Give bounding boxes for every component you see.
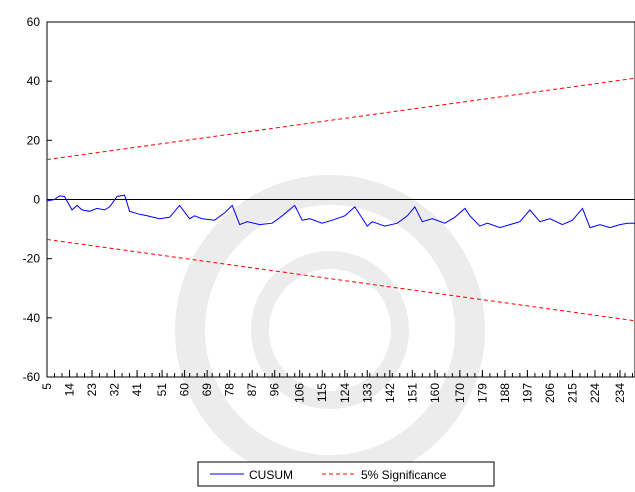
x-tick-label: 170 [453, 383, 467, 403]
x-tick-label: 197 [520, 383, 534, 403]
x-tick-label: 41 [130, 383, 144, 397]
upper-bound-line [46, 77, 635, 161]
legend-label-cusum: CUSUM [249, 468, 293, 482]
x-tick-label: 124 [338, 383, 352, 403]
x-tick-label: 87 [245, 383, 259, 397]
significance-bounds [46, 77, 635, 322]
x-tick-label: 115 [315, 383, 329, 402]
x-tick-label: 60 [178, 383, 192, 397]
y-tick-label: 0 [33, 193, 40, 207]
y-tick-label: -20 [23, 252, 41, 266]
x-tick-label: 23 [85, 383, 99, 397]
y-tick-label: 20 [27, 133, 41, 147]
cusum-line [46, 194, 635, 229]
x-tick-label: 69 [200, 383, 214, 397]
lower-bound-line [46, 238, 635, 322]
x-tick-label: 106 [293, 383, 307, 403]
x-tick-label: 5 [40, 383, 54, 390]
x-tick-label: 215 [565, 383, 579, 403]
x-tick-label: 206 [543, 383, 557, 403]
x-tick-label: 188 [498, 383, 512, 403]
y-tick-label: 60 [27, 15, 41, 29]
legend-label-significance: 5% Significance [361, 468, 447, 482]
legend: CUSUM 5% Significance [197, 461, 495, 487]
x-tick-label: 133 [360, 383, 374, 403]
y-tick-label: 40 [27, 74, 41, 88]
x-tick-label: 14 [63, 383, 77, 397]
y-tick-label: -40 [23, 311, 41, 325]
x-tick-label: 142 [383, 383, 397, 403]
x-tick-label: 224 [588, 383, 602, 403]
x-tick-label: 78 [223, 383, 237, 397]
y-tick-label: -60 [23, 370, 41, 384]
x-tick-label: 151 [405, 383, 419, 403]
x-tick-label: 179 [475, 383, 489, 403]
x-tick-label: 160 [428, 383, 442, 403]
x-axis: 5 14 23 32 41 51 60 69 78 87 96 106 115 124 133 142 151 1… [40, 370, 633, 403]
x-tick-label: 234 [613, 383, 627, 403]
x-tick-label: 96 [268, 383, 282, 397]
x-tick-label: 51 [155, 383, 169, 397]
x-tick-label: 32 [108, 383, 122, 397]
